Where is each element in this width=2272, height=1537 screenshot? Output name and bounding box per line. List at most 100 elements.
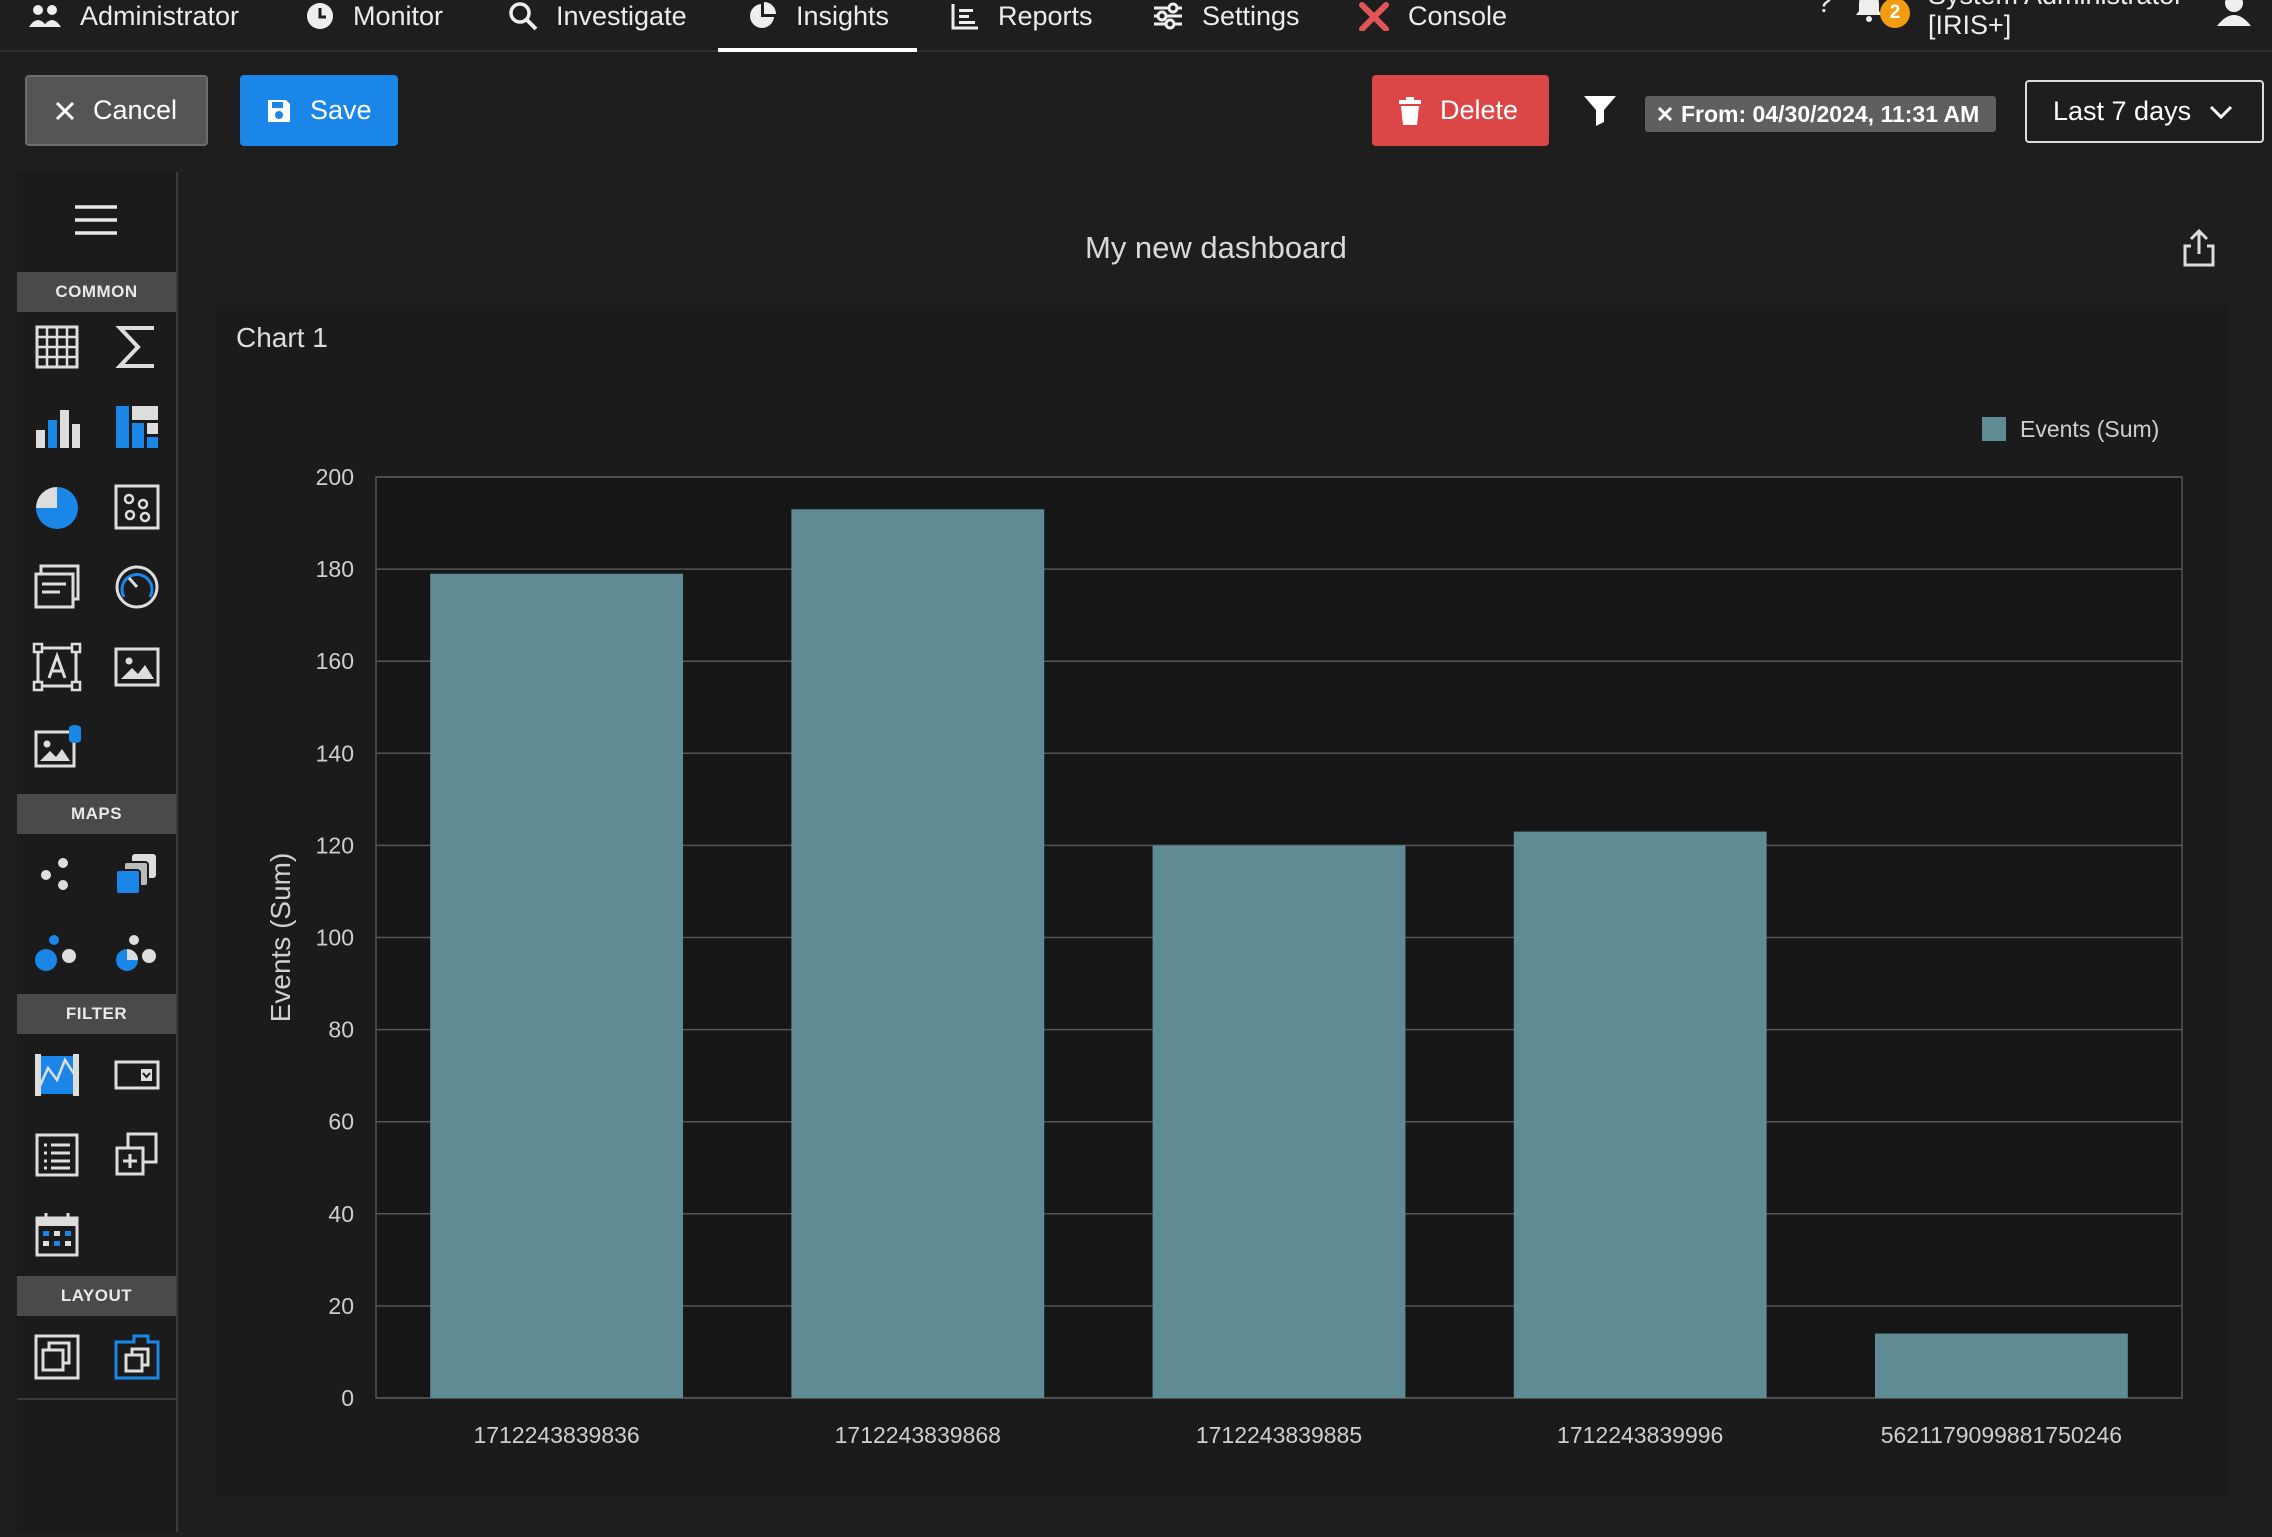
remove-filter-icon[interactable] [1657, 106, 1673, 122]
bar [1152, 845, 1406, 1398]
search-icon [509, 2, 538, 31]
bell-icon[interactable] [1854, 0, 1884, 24]
section-maps: MAPS [17, 794, 176, 834]
y-tick-label: 60 [328, 1109, 354, 1135]
chart-title: Chart 1 [236, 322, 328, 353]
point-map-widget-icon[interactable] [32, 850, 82, 900]
nav-console[interactable]: Console [1358, 0, 1507, 48]
nav-investigate-label: Investigate [556, 0, 687, 31]
text-box-widget-icon[interactable] [32, 642, 82, 692]
bar [1874, 1333, 2128, 1398]
region-map-widget-icon[interactable] [112, 850, 162, 900]
bar-chart-widget-icon[interactable] [32, 402, 82, 452]
cancel-label: Cancel [93, 95, 178, 125]
y-tick-label: 20 [328, 1293, 354, 1319]
nav-investigate[interactable]: Investigate [508, 0, 687, 48]
tools-icon [1359, 2, 1389, 31]
y-tick-label: 80 [328, 1017, 354, 1043]
x-tick-label: 1712243839996 [1557, 1422, 1723, 1448]
widget-palette: COMMON MAPS FILTER LAYOUT [17, 172, 178, 1532]
y-tick-label: 160 [316, 648, 354, 674]
report-icon [951, 4, 978, 30]
table-widget-icon[interactable] [32, 322, 82, 372]
chevron-down-icon [2210, 105, 2233, 119]
filter-chip[interactable]: From: 04/30/2024, 11:31 AM [1645, 96, 1996, 132]
nav-reports[interactable]: Reports [950, 0, 1093, 48]
list-filter-widget-icon[interactable] [32, 1130, 82, 1180]
sum-widget-icon[interactable] [112, 322, 162, 372]
y-tick-label: 120 [316, 832, 354, 858]
filter-icon[interactable] [1583, 94, 1617, 126]
close-icon [55, 101, 75, 120]
nav-insights[interactable]: Insights [718, 0, 918, 52]
filter-chip-label: From: 04/30/2024, 11:31 AM [1681, 100, 1980, 127]
x-tick-label: 1712243839836 [473, 1422, 639, 1448]
range-filter-widget-icon[interactable] [32, 1050, 82, 1100]
nav-monitor-label: Monitor [353, 0, 444, 31]
users-icon [29, 5, 61, 27]
tabbed-container-widget-icon[interactable] [112, 1332, 162, 1382]
x-tick-label: 5621179099881750246 [1881, 1422, 2122, 1448]
nav-insights-label: Insights [796, 0, 890, 31]
add-filter-widget-icon[interactable] [112, 1130, 162, 1180]
section-common: COMMON [17, 272, 176, 312]
y-tick-label: 200 [316, 464, 354, 490]
dashboard-title[interactable]: My new dashboard [1085, 230, 1347, 265]
nav-administrator-label: Administrator [80, 0, 240, 31]
nav-reports-label: Reports [998, 0, 1093, 31]
section-layout: LAYOUT [17, 1276, 176, 1316]
date-range-value: Last 7 days [2053, 96, 2192, 126]
user-avatar-icon[interactable] [2214, 0, 2254, 30]
image-data-widget-icon[interactable] [32, 722, 82, 772]
bar [791, 509, 1045, 1398]
y-tick-label: 0 [341, 1385, 354, 1411]
pie-chart-icon [750, 2, 776, 28]
user-name[interactable]: System Administrator [1928, 0, 2183, 11]
top-navigation: Administrator Monitor Investigate Insigh… [0, 0, 2272, 52]
treemap-widget-icon[interactable] [112, 402, 162, 452]
dropdown-filter-widget-icon[interactable] [112, 1050, 162, 1100]
gauge-widget-icon[interactable] [112, 562, 162, 612]
bar [1513, 831, 1767, 1398]
y-tick-label: 140 [316, 740, 354, 766]
y-axis-label: Events (Sum) [265, 853, 296, 1023]
x-tick-label: 1712243839868 [835, 1422, 1001, 1448]
date-filter-widget-icon[interactable] [32, 1210, 82, 1260]
container-widget-icon[interactable] [32, 1332, 82, 1382]
pie-chart-widget-icon[interactable] [32, 482, 82, 532]
palette-divider [17, 1398, 176, 1400]
cancel-button[interactable]: Cancel [25, 75, 208, 146]
y-tick-label: 180 [316, 556, 354, 582]
sliders-icon [1154, 2, 1182, 30]
section-filter: FILTER [17, 994, 176, 1034]
help-icon[interactable]: ? [1816, 0, 1833, 19]
delete-button[interactable]: Delete [1372, 75, 1549, 146]
save-label: Save [310, 95, 372, 125]
date-range-select[interactable]: Last 7 days [2025, 80, 2264, 143]
floppy-disk-icon [268, 99, 290, 122]
image-widget-icon[interactable] [112, 642, 162, 692]
share-icon[interactable] [2182, 228, 2216, 268]
nav-console-label: Console [1408, 0, 1508, 31]
nav-administrator[interactable]: Administrator [28, 0, 239, 48]
x-tick-label: 1712243839885 [1196, 1422, 1362, 1448]
y-tick-label: 40 [328, 1201, 354, 1227]
notification-badge: 2 [1880, 0, 1910, 28]
hamburger-menu-icon[interactable] [75, 204, 117, 236]
nav-settings[interactable]: Settings [1152, 0, 1300, 48]
cluster-map-widget-icon[interactable] [32, 930, 82, 980]
scatter-widget-icon[interactable] [112, 482, 162, 532]
user-role: [IRIS+] [1928, 10, 2012, 40]
nav-monitor[interactable]: Monitor [305, 0, 443, 48]
y-tick-label: 100 [316, 925, 354, 951]
delete-label: Delete [1440, 95, 1519, 125]
trash-icon [1399, 96, 1421, 125]
pie-map-widget-icon[interactable] [112, 930, 162, 980]
text-card-widget-icon[interactable] [32, 562, 82, 612]
clock-icon [307, 3, 333, 29]
nav-settings-label: Settings [1202, 0, 1300, 31]
save-button[interactable]: Save [240, 75, 398, 146]
legend-label: Events (Sum) [2020, 416, 2159, 442]
legend-swatch [1982, 417, 2006, 441]
